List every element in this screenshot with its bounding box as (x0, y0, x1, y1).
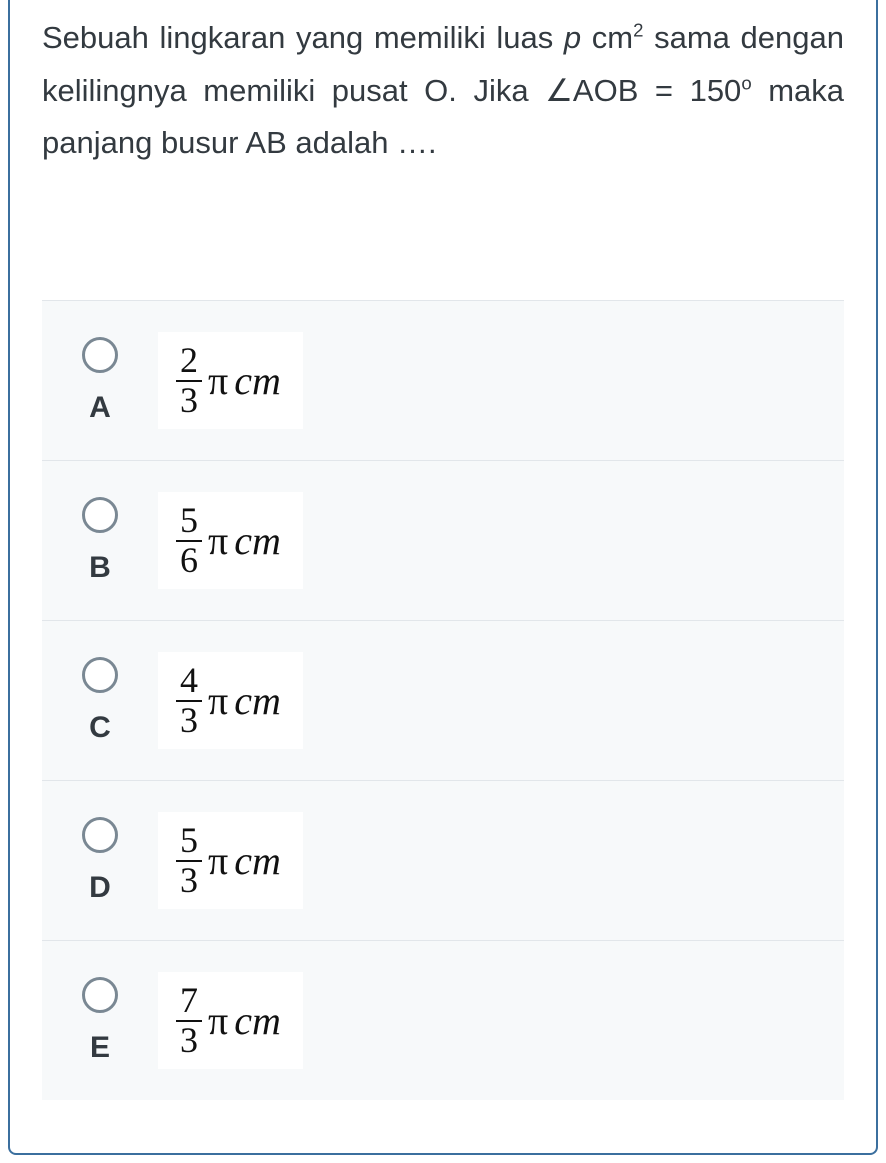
option-e-fraction: 7 3 (176, 982, 202, 1060)
option-a-radio-col: A (50, 337, 150, 425)
option-e-unit: πcm (208, 997, 281, 1044)
option-b-den: 6 (176, 540, 202, 580)
option-c-num: 4 (176, 662, 202, 700)
option-e-radio-col: E (50, 977, 150, 1065)
option-a[interactable]: A 2 3 πcm (42, 300, 844, 460)
option-d-formula: 5 3 πcm (158, 812, 303, 910)
option-e[interactable]: E 7 3 πcm (42, 940, 844, 1100)
option-e-radio[interactable] (82, 977, 118, 1013)
option-e-num: 7 (176, 982, 202, 1020)
option-a-num: 2 (176, 342, 202, 380)
option-d-radio-col: D (50, 817, 150, 905)
option-e-letter: E (90, 1031, 110, 1065)
option-c-radio[interactable] (82, 657, 118, 693)
options-list: A 2 3 πcm B 5 6 πcm (42, 300, 844, 1100)
option-c-fraction: 4 3 (176, 662, 202, 740)
question-text: Sebuah lingkaran yang memiliki luas p cm… (10, 0, 876, 170)
option-c-letter: C (89, 711, 111, 745)
option-e-formula: 7 3 πcm (158, 972, 303, 1070)
option-c-radio-col: C (50, 657, 150, 745)
option-a-letter: A (89, 391, 111, 425)
option-a-radio[interactable] (82, 337, 118, 373)
option-b-formula: 5 6 πcm (158, 492, 303, 590)
question-sup2: 2 (633, 20, 643, 41)
question-pvar: p (564, 20, 581, 55)
option-e-den: 3 (176, 1020, 202, 1060)
option-c-unit: πcm (208, 677, 281, 724)
option-d-unit: πcm (208, 837, 281, 884)
option-b-fraction: 5 6 (176, 502, 202, 580)
option-b-radio[interactable] (82, 497, 118, 533)
option-d-fraction: 5 3 (176, 822, 202, 900)
option-d-num: 5 (176, 822, 202, 860)
option-d-den: 3 (176, 860, 202, 900)
option-b-num: 5 (176, 502, 202, 540)
option-c-formula: 4 3 πcm (158, 652, 303, 750)
option-c-den: 3 (176, 700, 202, 740)
option-a-den: 3 (176, 380, 202, 420)
option-a-fraction: 2 3 (176, 342, 202, 420)
option-d-letter: D (89, 871, 111, 905)
question-seg1: Sebuah lingkaran yang memiliki luas (42, 20, 564, 55)
question-deg: o (741, 72, 751, 93)
question-card: Sebuah lingkaran yang memiliki luas p cm… (8, 0, 878, 1155)
option-d-radio[interactable] (82, 817, 118, 853)
option-d[interactable]: D 5 3 πcm (42, 780, 844, 940)
option-b[interactable]: B 5 6 πcm (42, 460, 844, 620)
option-a-unit: πcm (208, 357, 281, 404)
question-seg2: cm (581, 20, 633, 55)
option-b-radio-col: B (50, 497, 150, 585)
option-b-unit: πcm (208, 517, 281, 564)
option-b-letter: B (89, 551, 111, 585)
option-c[interactable]: C 4 3 πcm (42, 620, 844, 780)
option-a-formula: 2 3 πcm (158, 332, 303, 430)
